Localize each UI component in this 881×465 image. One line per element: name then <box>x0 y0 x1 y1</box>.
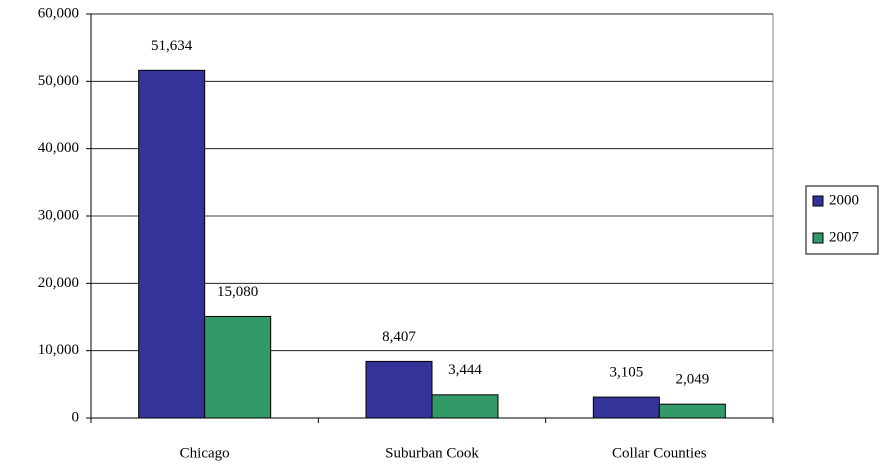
y-tick-label: 0 <box>72 409 80 425</box>
y-tick-label: 50,000 <box>38 73 79 89</box>
y-tick-label: 30,000 <box>38 207 79 223</box>
value-label: 15,080 <box>217 284 258 300</box>
x-tick-label: Chicago <box>180 445 230 461</box>
y-tick-label: 20,000 <box>38 275 79 291</box>
y-tick-label: 40,000 <box>38 140 79 156</box>
bar <box>365 360 433 419</box>
value-label: 3,105 <box>609 365 643 381</box>
bar <box>138 69 206 419</box>
bar <box>431 394 499 419</box>
legend-swatch <box>812 232 824 244</box>
value-label: 3,444 <box>448 362 482 378</box>
x-tick-label: Suburban Cook <box>385 445 479 461</box>
x-tick-label: Collar Counties <box>612 445 707 461</box>
value-label: 2,049 <box>675 372 709 388</box>
legend-label: 2007 <box>829 229 860 245</box>
y-tick-label: 60,000 <box>38 5 79 21</box>
value-label: 8,407 <box>382 329 416 345</box>
legend-label: 2000 <box>829 192 859 208</box>
bar <box>204 315 272 419</box>
legend-swatch <box>812 195 824 207</box>
value-label: 51,634 <box>151 38 193 54</box>
bar <box>592 396 660 419</box>
y-tick-label: 10,000 <box>38 342 79 358</box>
bar <box>658 403 726 419</box>
